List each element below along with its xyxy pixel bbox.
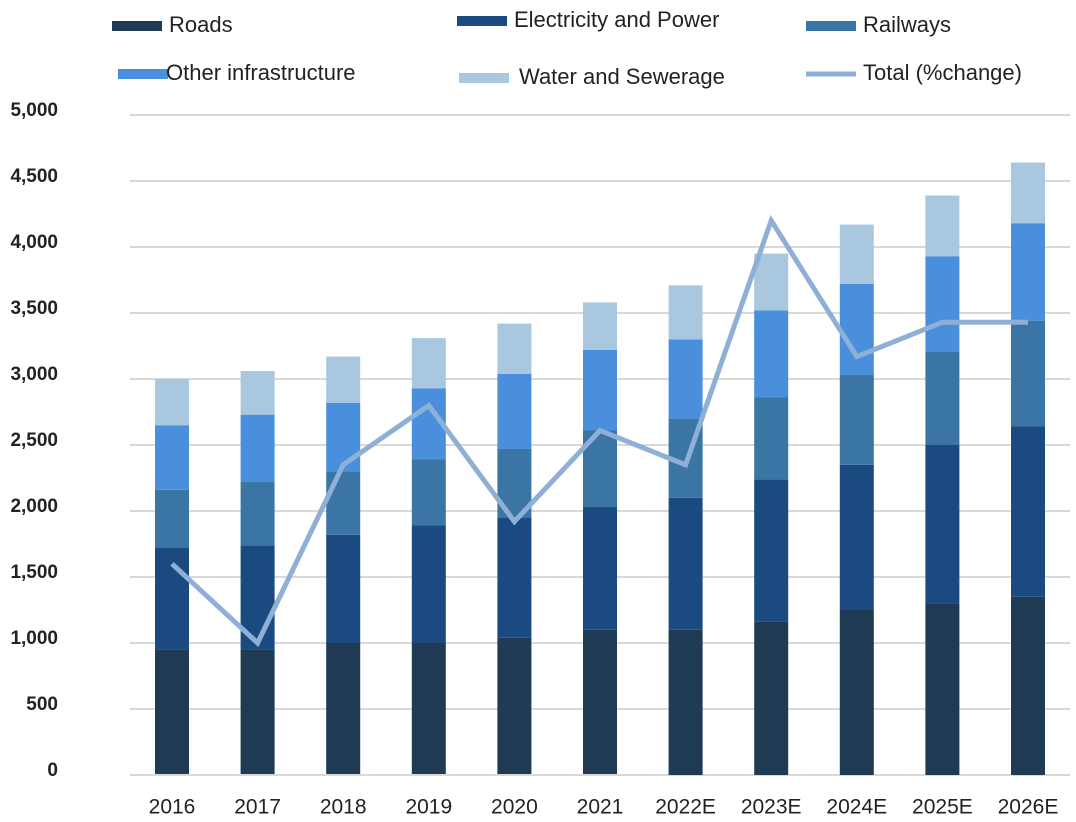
bar-segment bbox=[411, 338, 446, 389]
x-tick-label: 2022E bbox=[655, 796, 716, 819]
x-tick-label: 2019 bbox=[405, 796, 452, 819]
bar-segment bbox=[497, 373, 532, 449]
bar-segment bbox=[754, 310, 789, 398]
legend-label: Other infrastructure bbox=[166, 60, 356, 85]
bar-segment bbox=[411, 459, 446, 526]
bar-segment bbox=[754, 397, 789, 480]
bar-segment bbox=[155, 649, 189, 775]
bar-segment bbox=[497, 323, 532, 374]
x-tick-label: 2021 bbox=[577, 796, 624, 819]
bar-segment bbox=[497, 637, 532, 775]
bar-segment bbox=[583, 349, 617, 431]
legend-swatch bbox=[112, 21, 162, 31]
y-tick-label: 3,000 bbox=[10, 364, 58, 385]
bar-segment bbox=[326, 402, 361, 472]
legend-swatch bbox=[457, 16, 507, 26]
bar-segment bbox=[240, 414, 275, 482]
bar-segment bbox=[839, 464, 874, 610]
bar-segment bbox=[754, 253, 789, 311]
bar-segment bbox=[326, 356, 361, 403]
bar-segment bbox=[155, 425, 189, 490]
legend-swatch bbox=[459, 73, 509, 83]
bar-segment bbox=[754, 479, 789, 622]
x-tick-label: 2018 bbox=[320, 796, 367, 819]
bar-segment bbox=[754, 621, 789, 775]
bar-segment bbox=[1011, 162, 1045, 224]
legend-label: Total (%change) bbox=[863, 60, 1022, 85]
bar-segment bbox=[326, 471, 361, 535]
bar-segment bbox=[839, 283, 874, 376]
bar-segment bbox=[583, 507, 617, 630]
bar-segment bbox=[668, 339, 703, 419]
bar-segment bbox=[155, 547, 189, 650]
bar-segment bbox=[925, 195, 960, 257]
legend-swatch bbox=[806, 21, 856, 31]
bar-segment bbox=[839, 610, 874, 775]
bar-segment bbox=[1011, 320, 1045, 427]
y-tick-label: 4,000 bbox=[10, 232, 58, 253]
bar-segment bbox=[583, 302, 617, 350]
bar-segment bbox=[326, 534, 361, 643]
line bbox=[170, 214, 1028, 648]
bar-segment bbox=[155, 489, 189, 548]
bar-segment bbox=[411, 525, 446, 643]
bar-segment bbox=[925, 445, 960, 604]
bar-segment bbox=[1011, 426, 1045, 597]
legend-label: Water and Sewerage bbox=[519, 64, 725, 89]
legend-swatch bbox=[118, 69, 168, 79]
bar-segment bbox=[583, 629, 617, 775]
bar-segment bbox=[668, 285, 703, 340]
y-tick-label: 3,500 bbox=[10, 298, 58, 319]
y-tick-label: 1,000 bbox=[10, 628, 58, 649]
x-tick-label: 2023E bbox=[741, 796, 802, 819]
bar-segment bbox=[839, 375, 874, 465]
y-tick-label: 2,000 bbox=[10, 496, 58, 517]
bar-segment bbox=[240, 371, 275, 415]
x-tick-label: 2024E bbox=[826, 796, 887, 819]
legend-label: Roads bbox=[169, 12, 233, 37]
legend-label: Electricity and Power bbox=[514, 7, 719, 32]
bar-segment bbox=[925, 256, 960, 352]
bar-segment bbox=[240, 649, 275, 775]
x-tick-label: 2020 bbox=[491, 796, 538, 819]
bar-segment bbox=[155, 379, 189, 426]
bar-segment bbox=[925, 351, 960, 445]
y-tick-label: 2,500 bbox=[10, 430, 58, 451]
y-tick-label: 5,000 bbox=[10, 100, 58, 121]
x-tick-label: 2026E bbox=[998, 796, 1059, 819]
bar-segment bbox=[497, 517, 532, 638]
y-tick-label: 4,500 bbox=[10, 166, 58, 187]
legend-label: Railways bbox=[863, 12, 951, 37]
bar-segment bbox=[925, 603, 960, 775]
y-tick-label: 1,500 bbox=[10, 562, 58, 583]
bar-segment bbox=[411, 643, 446, 775]
bar-segment bbox=[668, 497, 703, 630]
x-tick-label: 2016 bbox=[149, 796, 196, 819]
bar-segment bbox=[326, 643, 361, 775]
y-tick-label: 0 bbox=[47, 760, 58, 781]
y-tick-label: 500 bbox=[26, 694, 58, 715]
bar-segment bbox=[1011, 596, 1045, 775]
bar-segment bbox=[839, 224, 874, 284]
bar-segment bbox=[1011, 223, 1045, 321]
x-tick-label: 2025E bbox=[912, 796, 973, 819]
bar-segment bbox=[240, 481, 275, 546]
bar-segment bbox=[668, 629, 703, 775]
x-tick-label: 2017 bbox=[234, 796, 281, 819]
